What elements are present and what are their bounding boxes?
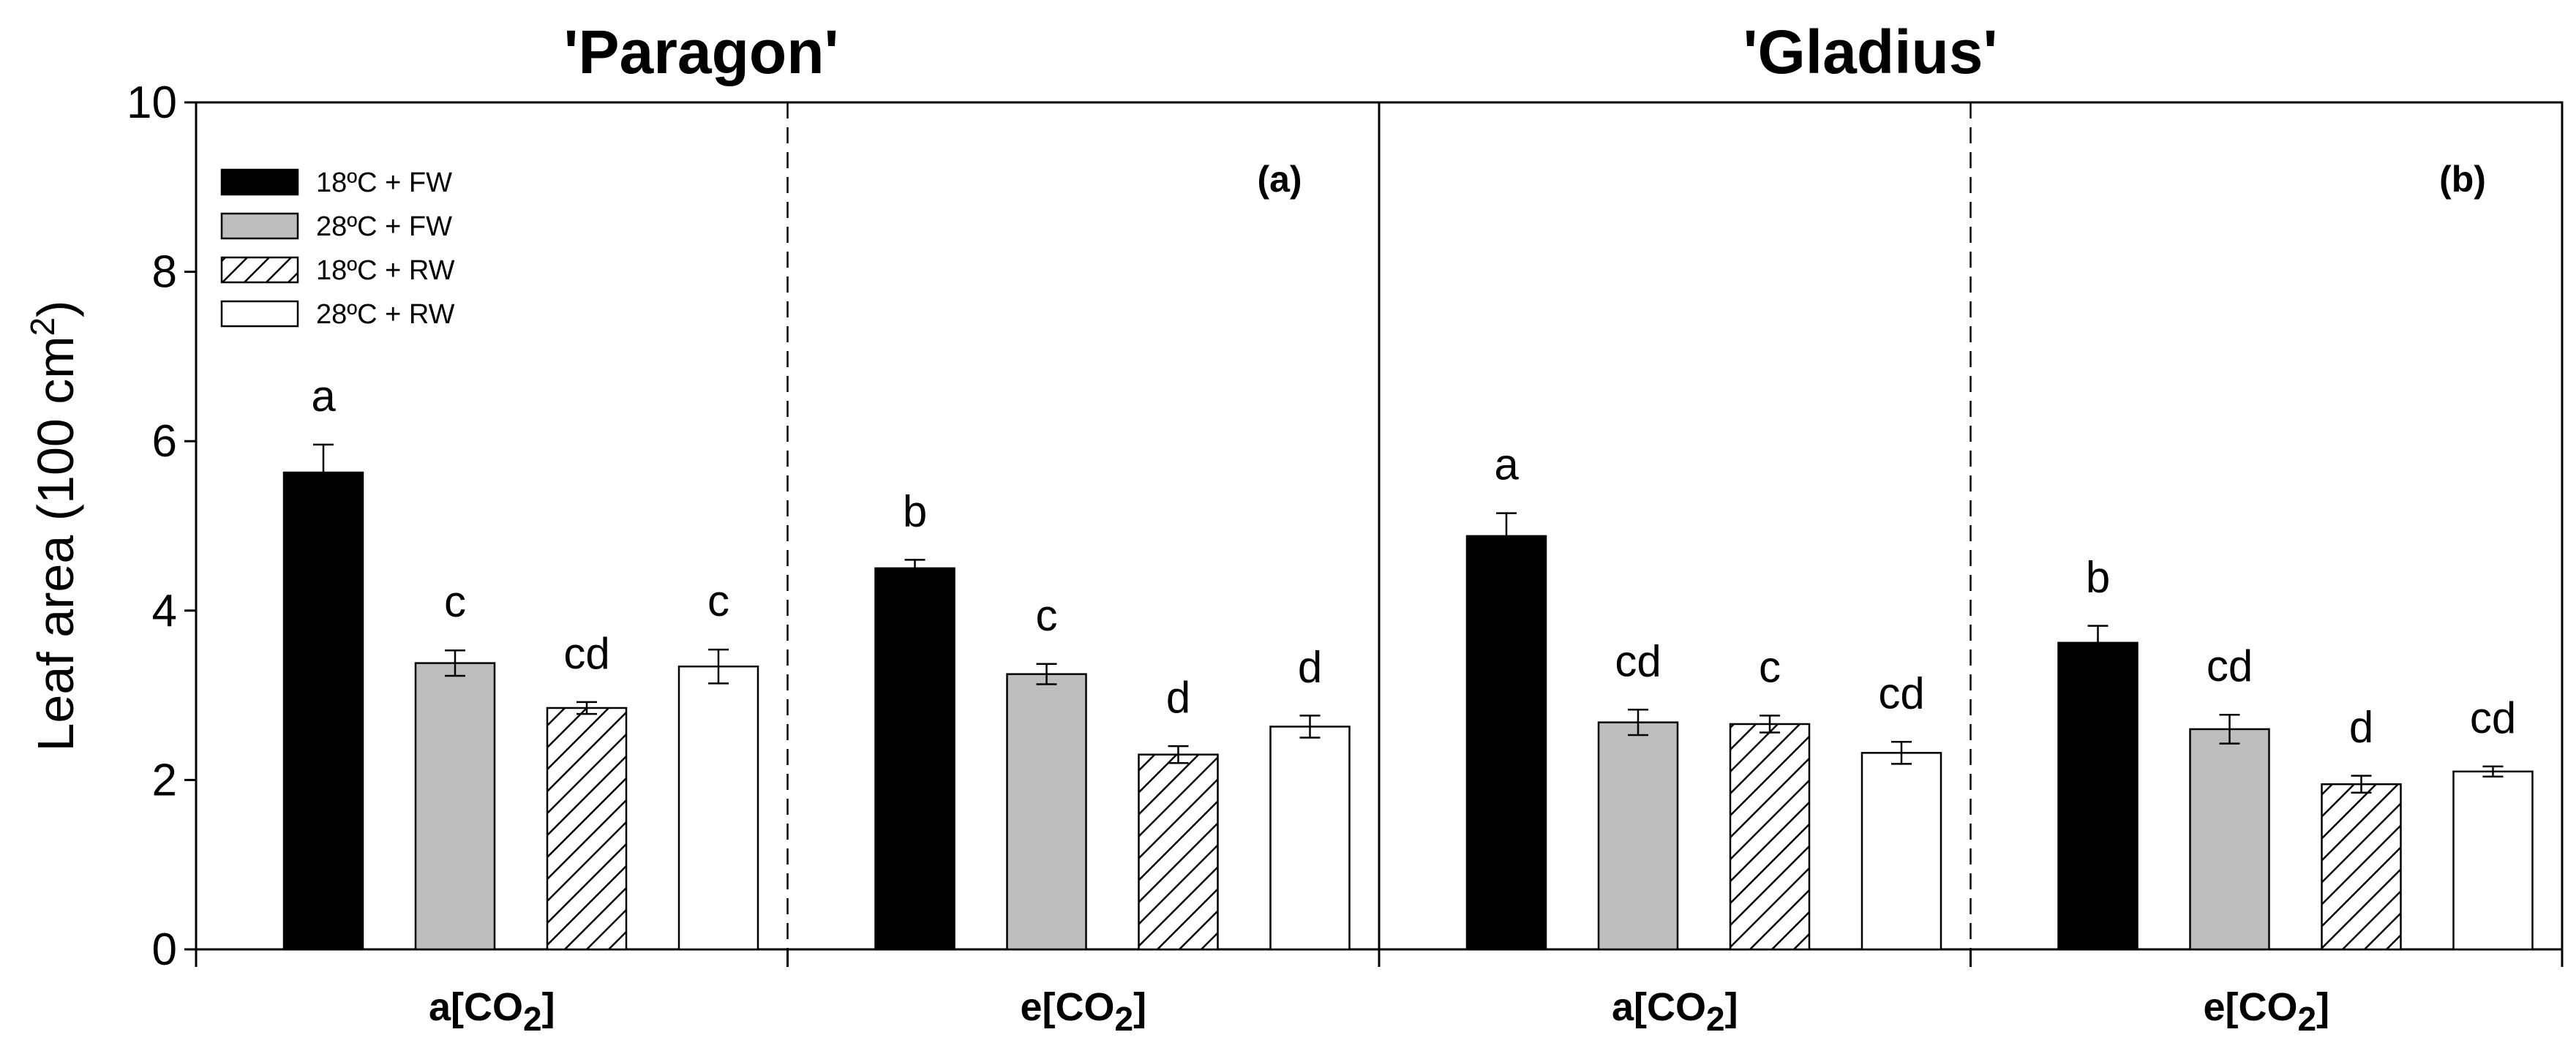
bar-1-1-3 <box>2452 770 2534 951</box>
significance-letter: c <box>444 577 466 626</box>
bar-0-1-2 <box>1138 753 1219 951</box>
significance-letter: d <box>1166 673 1190 722</box>
category-label-main: a[CO <box>1612 985 1706 1029</box>
bar-0-0-1 <box>414 662 496 951</box>
legend-label: 28ºC + FW <box>316 211 452 242</box>
category-label-sub: 2 <box>1114 1000 1133 1038</box>
bar-0-0-2 <box>546 707 628 951</box>
bar-1-1-0 <box>2057 641 2138 951</box>
category-label-end: ] <box>542 985 555 1029</box>
panel-tag: (b) <box>2439 159 2486 200</box>
y-tick-label: 8 <box>152 247 177 298</box>
significance-letter: d <box>2349 703 2373 752</box>
category-label-sub: 2 <box>2297 1000 2316 1038</box>
y-axis-label-end: ) <box>27 300 84 317</box>
bar-1-0-2 <box>1729 723 1811 951</box>
significance-letter: b <box>2086 553 2110 602</box>
significance-letter: d <box>1298 642 1322 691</box>
panel-title: 'Paragon' <box>563 18 838 86</box>
y-tick-label: 4 <box>152 586 177 636</box>
bar-0-0-3 <box>677 665 759 951</box>
category-label-main: e[CO <box>1020 985 1114 1029</box>
legend-swatch <box>220 168 299 196</box>
legend-label: 18ºC + RW <box>316 255 455 286</box>
bar-1-0-1 <box>1597 721 1679 951</box>
significance-letter: cd <box>563 629 609 678</box>
bar-0-1-1 <box>1006 673 1087 951</box>
significance-letter: c <box>1036 591 1058 640</box>
y-axis-label: Leaf area (100 cm2) <box>23 300 84 751</box>
category-label: e[CO2] <box>1020 985 1146 1038</box>
category-label-main: e[CO <box>2203 985 2297 1029</box>
category-label-end: ] <box>2316 985 2329 1029</box>
y-tick-label: 10 <box>127 78 177 128</box>
category-label: a[CO2] <box>1612 985 1738 1038</box>
legend-swatch <box>220 256 299 284</box>
bar-1-1-1 <box>2189 728 2270 951</box>
y-axis-label-sup: 2 <box>23 317 61 336</box>
significance-letter: a <box>311 372 336 421</box>
significance-letter: cd <box>2470 693 2516 742</box>
significance-letter: c <box>1759 642 1781 691</box>
y-axis-label-main: Leaf area (100 cm <box>27 336 84 751</box>
legend-label: 28ºC + RW <box>316 299 455 330</box>
significance-letter: cd <box>1878 669 1924 718</box>
legend-swatch <box>220 300 299 328</box>
panel-tag: (a) <box>1257 159 1302 200</box>
y-tick-label: 2 <box>152 755 177 805</box>
category-label-sub: 2 <box>523 1000 542 1038</box>
bar-0-1-0 <box>874 567 955 951</box>
bar-0-0-0 <box>282 471 364 951</box>
legend-label: 18ºC + FW <box>316 167 452 198</box>
bar-0-1-3 <box>1269 726 1351 951</box>
category-label: e[CO2] <box>2203 985 2329 1038</box>
category-label-end: ] <box>1133 985 1146 1029</box>
bar-1-0-3 <box>1860 752 1942 951</box>
legend-swatch <box>220 212 299 240</box>
significance-letter: a <box>1494 440 1519 489</box>
significance-letter: cd <box>1615 636 1661 685</box>
panel-title: 'Gladius' <box>1743 18 1997 86</box>
significance-letter: cd <box>2207 641 2253 690</box>
category-label: a[CO2] <box>429 985 555 1038</box>
significance-letter: c <box>707 576 729 625</box>
category-label-main: a[CO <box>429 985 523 1029</box>
category-label-sub: 2 <box>1706 1000 1725 1038</box>
y-tick-label: 6 <box>152 416 177 467</box>
significance-letter: b <box>903 486 927 535</box>
y-tick-label: 0 <box>152 924 177 975</box>
category-label-end: ] <box>1725 985 1738 1029</box>
bar-1-1-2 <box>2321 783 2402 951</box>
bar-1-0-0 <box>1465 535 1547 951</box>
